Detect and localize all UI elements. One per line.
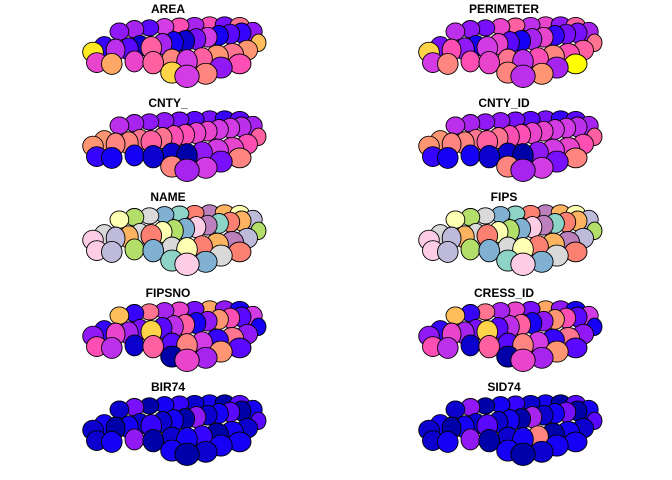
county-polygon (460, 238, 481, 261)
county-polygon (142, 238, 164, 263)
county-polygon (437, 430, 459, 453)
map-panel: SID74 (418, 380, 603, 466)
panel-title: CNTY_ (148, 96, 188, 110)
county-polygon (510, 442, 536, 466)
county-polygon (510, 252, 536, 276)
county-polygon (142, 50, 164, 75)
map-panel: FIPS (418, 190, 603, 276)
county-polygon (124, 428, 145, 451)
county-polygon (101, 52, 123, 75)
county-polygon (124, 144, 145, 167)
county-polygon (101, 146, 123, 169)
county-polygon (437, 146, 459, 169)
county-polygon (124, 334, 145, 357)
county-polygon (101, 430, 123, 453)
county-polygon (460, 50, 481, 73)
county-polygon (142, 334, 164, 359)
county-polygon (142, 428, 164, 453)
map-panel: AREA (82, 2, 267, 88)
panel-title: AREA (151, 2, 185, 16)
county-polygon (142, 144, 164, 169)
county-polygon (510, 348, 536, 372)
county-polygon (445, 116, 466, 135)
county-polygon (437, 52, 459, 75)
map-panel: NAME (82, 190, 267, 276)
panel-title: BIR74 (151, 380, 185, 394)
panel-title: PERIMETER (469, 2, 539, 16)
county-polygon (174, 64, 200, 88)
county-polygon (445, 210, 466, 229)
map-panel: FIPSNO (82, 286, 267, 372)
county-polygon (510, 64, 536, 88)
county-polygon (109, 400, 130, 419)
county-polygon (174, 348, 200, 372)
county-polygon (437, 336, 459, 359)
panel-title: FIPS (491, 190, 518, 204)
county-polygon (437, 240, 459, 263)
county-polygon (445, 306, 466, 325)
county-polygon (109, 116, 130, 135)
county-polygon (478, 238, 500, 263)
county-polygon (109, 22, 130, 41)
county-polygon (174, 158, 200, 182)
panel-title: SID74 (487, 380, 521, 394)
county-polygon (460, 334, 481, 357)
county-polygon (445, 22, 466, 41)
map-panel: CNTY_ (82, 96, 267, 182)
county-polygon (101, 240, 123, 263)
map-panel: BIR74 (82, 380, 267, 466)
county-polygon (174, 252, 200, 276)
county-polygon (124, 238, 145, 261)
county-polygon (109, 210, 130, 229)
county-polygon (101, 336, 123, 359)
county-polygon (460, 144, 481, 167)
county-polygon (174, 442, 200, 466)
map-panel: CRESS_ID (418, 286, 603, 372)
county-polygon (510, 158, 536, 182)
county-polygon (445, 400, 466, 419)
map-panel: PERIMETER (418, 2, 603, 88)
county-polygon (478, 428, 500, 453)
panel-title: FIPSNO (146, 286, 191, 300)
county-polygon (478, 50, 500, 75)
county-polygon (478, 144, 500, 169)
panel-title: NAME (150, 190, 185, 204)
panel-title: CNTY_ID (478, 96, 530, 110)
county-polygon (478, 334, 500, 359)
panel-title: CRESS_ID (474, 286, 534, 300)
map-panel: CNTY_ID (418, 96, 603, 182)
county-polygon (460, 428, 481, 451)
county-polygon (109, 306, 130, 325)
county-polygon (124, 50, 145, 73)
